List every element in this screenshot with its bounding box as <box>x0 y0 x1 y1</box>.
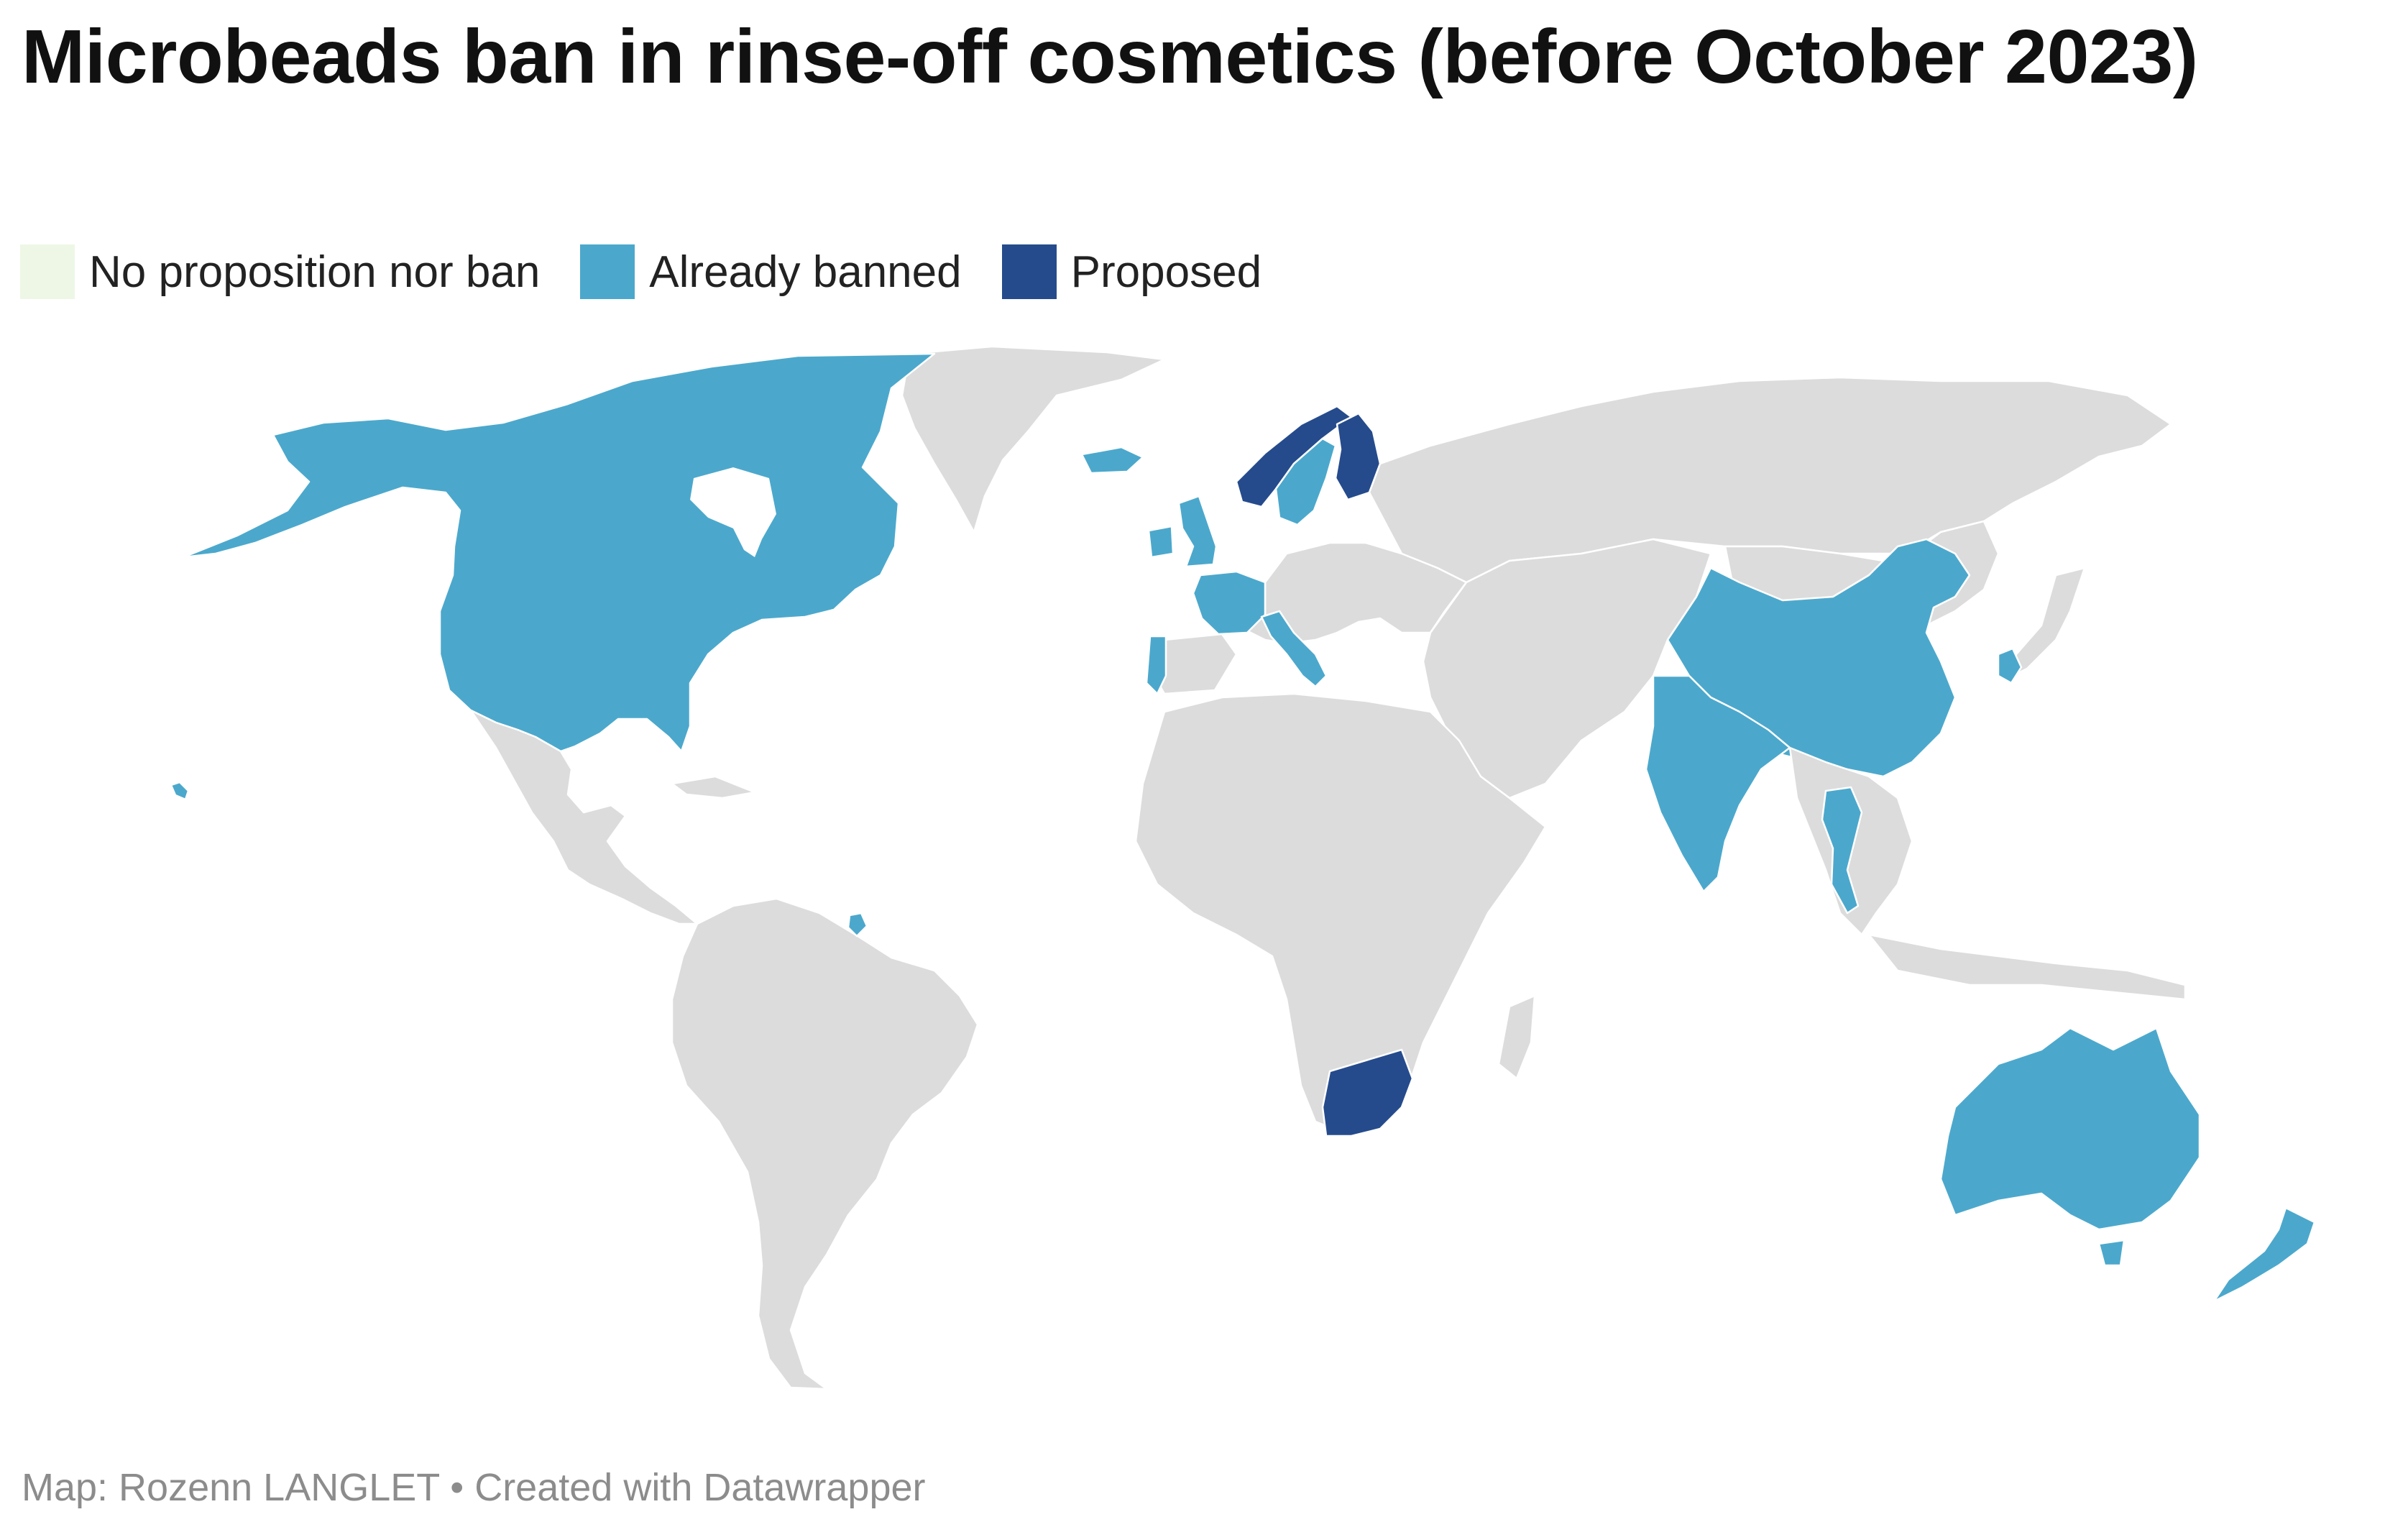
region-india[interactable] <box>1645 674 1791 893</box>
region-greenland <box>901 345 1166 533</box>
legend-item-already-banned: Already banned <box>580 244 962 299</box>
region-mexico-central-america <box>469 709 699 925</box>
region-portugal[interactable] <box>1145 635 1167 695</box>
legend-swatch-already-banned <box>580 244 635 299</box>
legend-label-proposed: Proposed <box>1070 247 1262 297</box>
region-iceland[interactable] <box>1080 446 1144 475</box>
region-thailand[interactable] <box>1821 786 1863 915</box>
region-australia[interactable] <box>1939 1027 2201 1231</box>
map-title: Microbeads ban in rinse-off cosmetics (b… <box>22 14 2198 99</box>
legend: No proposition nor ban Already banned Pr… <box>20 244 1302 299</box>
region-south-america <box>671 897 979 1390</box>
legend-item-no-proposition: No proposition nor ban <box>20 244 540 299</box>
region-united-kingdom[interactable] <box>1177 495 1218 568</box>
region-africa <box>1134 692 1547 1137</box>
region-tasmania[interactable] <box>2097 1239 2126 1267</box>
legend-swatch-no-proposition <box>20 244 75 299</box>
world-map <box>170 345 2316 1390</box>
region-ireland[interactable] <box>1147 525 1175 559</box>
legend-swatch-proposed <box>1001 244 1057 299</box>
region-france[interactable] <box>1192 570 1267 636</box>
region-new-zealand[interactable] <box>2212 1206 2316 1303</box>
region-indonesia <box>1867 933 2187 1001</box>
legend-label-no-proposition: No proposition nor ban <box>89 247 541 297</box>
region-hawaii[interactable] <box>170 781 190 801</box>
region-japan <box>2004 567 2086 681</box>
region-south-africa[interactable] <box>1321 1048 1414 1137</box>
region-caribbean <box>671 775 756 799</box>
region-sweden[interactable] <box>1274 437 1337 526</box>
region-french-guiana[interactable] <box>847 912 868 938</box>
region-south-korea[interactable] <box>1997 647 2023 684</box>
map-source-credit: Map: Rozenn LANGLET • Created with Dataw… <box>22 1466 926 1509</box>
legend-label-already-banned: Already banned <box>649 247 962 297</box>
region-madagascar <box>1497 994 1536 1080</box>
legend-item-proposed: Proposed <box>1001 244 1262 299</box>
hudson-bay <box>690 467 776 557</box>
region-north-america[interactable] <box>182 352 936 753</box>
region-italy[interactable] <box>1260 610 1328 688</box>
